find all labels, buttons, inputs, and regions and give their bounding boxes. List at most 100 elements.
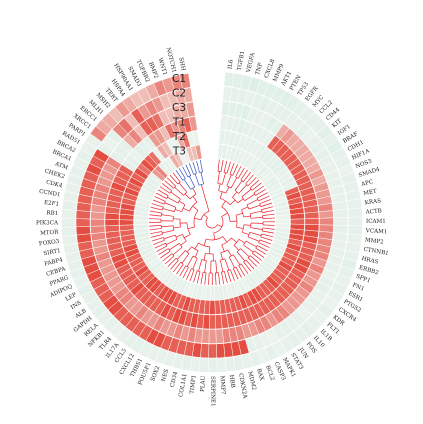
gene-label: SHH bbox=[177, 57, 185, 72]
dendrogram-branch bbox=[246, 199, 258, 206]
dendrogram-branch bbox=[228, 256, 235, 268]
dendrogram-branch bbox=[225, 186, 230, 194]
heatmap-cell bbox=[275, 219, 291, 225]
dendrogram-branch bbox=[149, 214, 162, 217]
dendrogram-branch bbox=[233, 254, 241, 265]
gene-label: FOXO3 bbox=[39, 239, 60, 248]
gene-label: TGFB1 bbox=[237, 51, 246, 72]
gene-label: ACTB bbox=[365, 209, 383, 216]
gene-label: WNT1 bbox=[157, 57, 168, 76]
gene-label: APC bbox=[360, 179, 374, 188]
gene-label: INS bbox=[70, 300, 83, 311]
dendrogram-branch bbox=[224, 271, 228, 284]
heatmap-cell bbox=[104, 225, 120, 233]
dendrogram-branch bbox=[150, 234, 163, 238]
gene-label: MMP2 bbox=[365, 237, 385, 245]
dendrogram-branch bbox=[229, 162, 235, 175]
gene-label: HBB bbox=[228, 374, 236, 388]
dendrogram-branch bbox=[232, 191, 238, 198]
dendrogram-branch bbox=[157, 189, 169, 197]
gene-label: CDK4 bbox=[45, 180, 63, 190]
dendrogram-branch bbox=[174, 187, 184, 196]
dendrogram-branch bbox=[243, 215, 251, 218]
gene-label: MDM2 bbox=[246, 371, 257, 392]
dendrogram-branch bbox=[221, 200, 226, 208]
heatmap-cell bbox=[214, 299, 222, 315]
gene-label: CD34 bbox=[170, 371, 180, 388]
dendrogram-arc bbox=[174, 234, 178, 240]
dendrogram-arc bbox=[249, 213, 252, 219]
heatmap-cell bbox=[348, 216, 363, 227]
heatmap-cell bbox=[304, 211, 320, 220]
dendrogram-branch bbox=[253, 185, 264, 194]
dendrogram-branch bbox=[153, 240, 165, 245]
dendrogram bbox=[148, 159, 276, 286]
heatmap-cell bbox=[75, 218, 91, 228]
dendrogram-branch bbox=[184, 193, 191, 200]
dendrogram-arc bbox=[221, 271, 225, 273]
dendrogram-arc bbox=[169, 190, 172, 194]
gene-label: SIRT1 bbox=[43, 248, 61, 257]
dendrogram-branch bbox=[245, 240, 257, 248]
heatmap-cell bbox=[215, 328, 224, 344]
dendrogram-branch bbox=[176, 250, 186, 260]
dendrogram-branch bbox=[175, 234, 183, 238]
heatmap-cell bbox=[61, 218, 76, 228]
gene-label: BCL2 bbox=[264, 365, 275, 382]
dendrogram-branch bbox=[260, 202, 273, 207]
dendrogram-branch bbox=[243, 172, 251, 182]
dendrogram-branch bbox=[155, 192, 167, 199]
heatmap-cell bbox=[216, 343, 226, 359]
heatmap-cell bbox=[61, 226, 77, 237]
dendrogram-branch bbox=[192, 187, 197, 195]
dendrogram-branch bbox=[173, 226, 181, 229]
dendrogram-branch bbox=[186, 255, 194, 267]
dendrogram-branch bbox=[166, 177, 176, 187]
dendrogram-branch bbox=[161, 214, 174, 217]
gene-label: PLAU bbox=[200, 375, 207, 392]
dendrogram-branch bbox=[151, 237, 164, 242]
dendrogram-branch bbox=[164, 255, 175, 265]
dendrogram-branch bbox=[259, 199, 271, 205]
dendrogram-branch bbox=[222, 236, 228, 243]
heatmap-cell bbox=[198, 357, 209, 373]
dendrogram-branch bbox=[181, 253, 190, 264]
dendrogram-branch bbox=[198, 259, 203, 272]
dendrogram-arc bbox=[187, 175, 191, 178]
dendrogram-branch bbox=[227, 270, 232, 283]
dendrogram-branch bbox=[235, 165, 242, 177]
dendrogram-branch bbox=[249, 179, 260, 189]
dendrogram-branch bbox=[149, 210, 162, 214]
dendrogram-branch bbox=[255, 188, 266, 196]
dendrogram-branch bbox=[172, 246, 183, 256]
dendrogram-branch bbox=[160, 250, 171, 259]
dendrogram-branch bbox=[255, 247, 267, 255]
dendrogram-branch bbox=[162, 253, 173, 262]
dendrogram-branch bbox=[194, 217, 202, 221]
gene-label: ATM bbox=[53, 161, 69, 172]
dendrogram-branch bbox=[196, 160, 200, 173]
dendrogram-branch bbox=[167, 257, 177, 268]
dendrogram-branch bbox=[182, 207, 190, 212]
dendrogram-branch bbox=[186, 246, 192, 253]
dendrogram-arc bbox=[256, 197, 259, 202]
heatmap-cell bbox=[208, 329, 217, 344]
heatmap-cell bbox=[209, 300, 216, 315]
dendrogram-branch bbox=[250, 255, 260, 264]
dendrogram-arc bbox=[193, 173, 197, 175]
heatmap-cell bbox=[208, 343, 217, 359]
heatmap-cell bbox=[319, 217, 334, 226]
dendrogram-branch bbox=[247, 236, 260, 242]
dendrogram-branch bbox=[217, 171, 220, 184]
dendrogram-branch bbox=[262, 227, 275, 230]
dendrogram-branch bbox=[248, 204, 261, 210]
heatmap-cell bbox=[347, 225, 363, 236]
dendrogram-branch bbox=[182, 267, 189, 279]
dendrogram-branch bbox=[173, 218, 181, 220]
gene-label: BAX bbox=[255, 368, 264, 381]
heatmap-cell bbox=[75, 210, 91, 220]
dendrogram-branch bbox=[152, 199, 165, 205]
gene-label: KIT bbox=[331, 118, 343, 129]
dendrogram-branch bbox=[215, 260, 218, 273]
dendrogram-branch bbox=[208, 246, 211, 254]
